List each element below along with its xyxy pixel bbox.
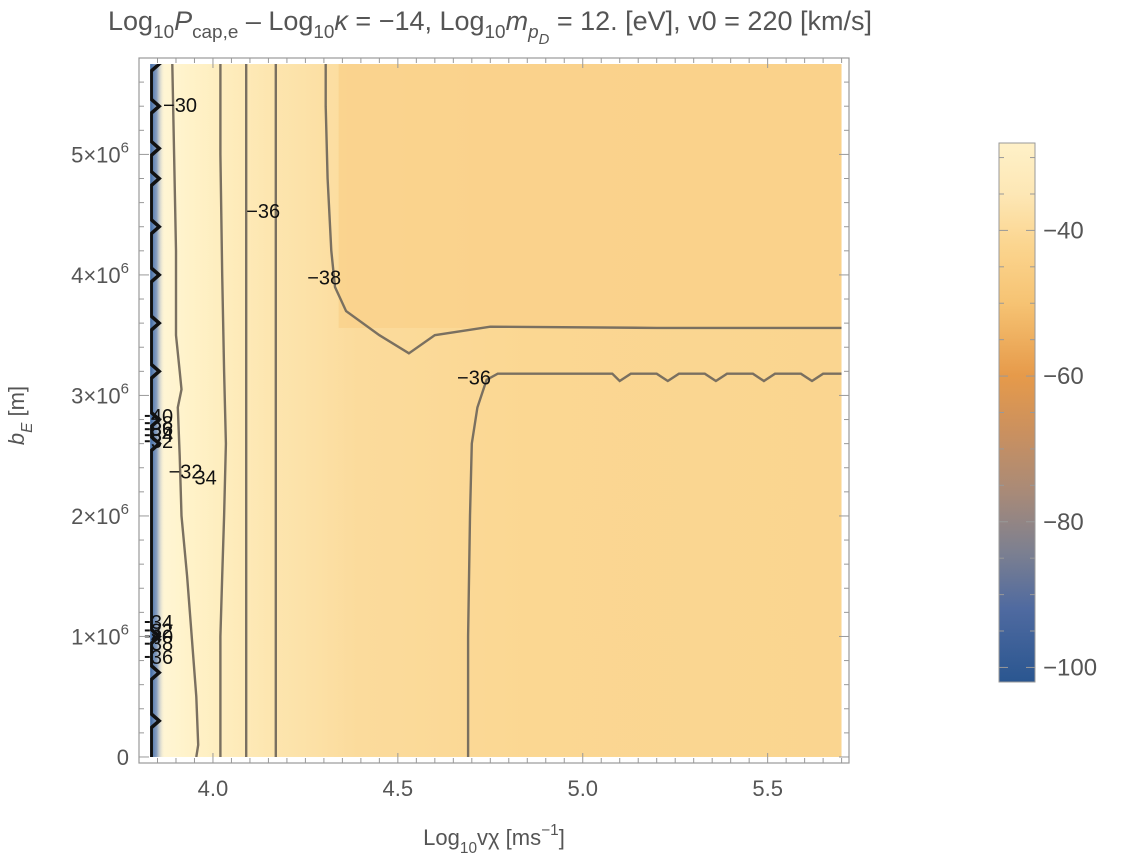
x-axis-label: Log10vχ [ms−1] bbox=[423, 822, 565, 857]
contour-line bbox=[324, 64, 842, 355]
x-tick-label: 5.0 bbox=[567, 776, 598, 801]
colorbar-tick-label: −80 bbox=[1043, 509, 1084, 536]
y-tick-label: 2×106 bbox=[71, 501, 129, 529]
contour-label: 36 bbox=[151, 419, 173, 441]
colorbar-tick-label: −60 bbox=[1043, 363, 1084, 390]
contour-label: 32 bbox=[151, 620, 173, 642]
colorbar-gradient bbox=[998, 142, 1036, 683]
y-tick-label: 4×106 bbox=[71, 260, 129, 288]
contour-lines bbox=[171, 64, 842, 757]
low-value-edge-band bbox=[150, 64, 165, 757]
x-tick-label: 5.5 bbox=[752, 776, 783, 801]
contour-label: 38 bbox=[151, 413, 173, 435]
y-axis-ticks: 0 1×106 2×106 3×106 4×106 5×106 bbox=[71, 81, 849, 770]
colorbar-tick-label: −40 bbox=[1043, 217, 1084, 244]
contour-line bbox=[466, 372, 842, 757]
contour-label: −30 bbox=[163, 95, 197, 117]
edge-contour bbox=[150, 64, 162, 757]
colorbar-ticks: −40 −60 −80 −100 bbox=[999, 157, 1097, 681]
contour-label: 40 bbox=[151, 406, 173, 428]
contour-label: 40 bbox=[151, 626, 173, 648]
density-hump bbox=[338, 64, 842, 328]
y-axis-label: bE [m] bbox=[4, 386, 36, 445]
y-tick-label: 3×106 bbox=[71, 380, 129, 408]
x-axis-ticks: 4.0 4.5 5.0 5.5 bbox=[138, 58, 843, 801]
chart-title: Log10Pcap,e – Log10κ = −14, Log10mpD = 1… bbox=[108, 6, 872, 48]
x-tick-label: 4.5 bbox=[383, 776, 414, 801]
contour-label: 38 bbox=[151, 634, 173, 656]
contour-label: 34 bbox=[151, 612, 173, 634]
x-tick-label: 4.0 bbox=[198, 776, 229, 801]
contour-label: −32 bbox=[169, 461, 203, 483]
contour-label: −36 bbox=[457, 367, 491, 389]
contour-label: −38 bbox=[307, 267, 341, 289]
contour-label: 34 bbox=[151, 425, 173, 447]
contour-label: 36 bbox=[151, 647, 173, 669]
contour-line bbox=[171, 64, 200, 757]
contour-label: 34 bbox=[194, 467, 216, 489]
y-tick-label: 0 bbox=[117, 745, 129, 770]
y-tick-label: 5×106 bbox=[71, 139, 129, 167]
y-tick-label: 1×106 bbox=[71, 621, 129, 649]
colorbar-tick-label: −100 bbox=[1043, 654, 1097, 681]
contour-label: −36 bbox=[246, 201, 280, 223]
contour-label: 32 bbox=[151, 431, 173, 453]
contour-line bbox=[219, 64, 228, 757]
colorbar: −40 −60 −80 −100 bbox=[998, 142, 1097, 683]
